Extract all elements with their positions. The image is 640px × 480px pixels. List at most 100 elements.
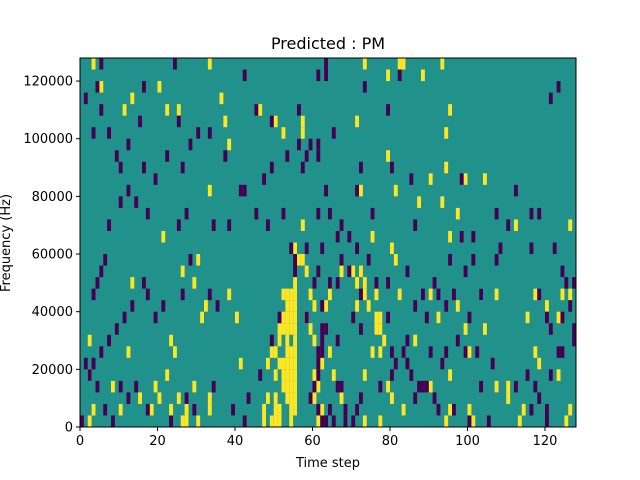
heatmap-cell-low	[192, 403, 197, 416]
heatmap-cell-high	[331, 369, 336, 381]
heatmap-cell-low	[355, 184, 359, 197]
heatmap-cell-low	[548, 323, 553, 335]
heatmap-cell-low	[320, 242, 325, 255]
heatmap-cell-high	[308, 288, 313, 301]
heatmap-cell-high	[378, 415, 383, 427]
heatmap-cell-high	[362, 415, 367, 427]
plot-frame	[79, 57, 577, 428]
heatmap-cell-high	[161, 230, 166, 243]
heatmap-cell-low	[335, 380, 340, 393]
heatmap-cell-low	[564, 277, 569, 289]
heatmap-cell-low	[359, 323, 363, 335]
heatmap-cell-high	[378, 346, 383, 358]
x-tick-label: 20	[149, 434, 166, 449]
heatmap-cell-low	[297, 138, 301, 151]
heatmap-cell-high	[397, 58, 402, 70]
heatmap-cell-low	[262, 173, 266, 185]
heatmap-cell-low	[444, 300, 449, 312]
heatmap-cell-low	[83, 357, 88, 370]
heatmap-cell-high	[289, 288, 294, 301]
heatmap-cell-low	[343, 403, 348, 416]
heatmap-cell-low	[316, 207, 321, 220]
heatmap-cell-high	[374, 323, 379, 335]
heatmap-cell-high	[285, 300, 290, 312]
heatmap-cell-low	[184, 392, 189, 404]
heatmap-cell-low	[475, 346, 480, 358]
heatmap-cell-low	[479, 380, 483, 393]
heatmap-cell-low	[529, 242, 534, 255]
heatmap-cell-low	[424, 311, 429, 324]
heatmap-cell-low	[91, 357, 96, 370]
heatmap-cell-low	[173, 58, 177, 70]
y-axis-label: Frequency (Hz)	[0, 194, 14, 292]
heatmap-cell-low	[91, 288, 96, 301]
heatmap-cell-low	[277, 311, 282, 324]
heatmap-cell-low	[568, 300, 573, 312]
chart-title: Predicted : PM	[271, 34, 385, 53]
heatmap-cell-high	[173, 346, 177, 358]
heatmap-cell-high	[273, 369, 278, 381]
heatmap-cell-high	[285, 357, 290, 370]
heatmap-cell-high	[362, 369, 367, 381]
heatmap-cell-high	[533, 288, 538, 301]
heatmap-cell-low	[316, 69, 321, 82]
heatmap-cell-high	[366, 300, 371, 312]
heatmap-cell-high	[312, 300, 317, 312]
heatmap-cell-high	[463, 173, 468, 185]
heatmap-cell-high	[316, 380, 321, 393]
heatmap-cell-low	[428, 346, 433, 358]
heatmap-cell-high	[130, 277, 135, 289]
heatmap-cell-high	[277, 403, 282, 416]
heatmap-cell-low	[405, 334, 410, 347]
heatmap-cell-low	[304, 150, 309, 162]
heatmap-cell-high	[207, 392, 212, 404]
heatmap-cell-low	[328, 403, 332, 416]
heatmap-cell-low	[111, 415, 115, 427]
y-tick-label: 80000	[32, 190, 73, 205]
heatmap-cell-high	[281, 323, 286, 335]
heatmap-cell-high	[328, 288, 332, 301]
heatmap-cell-low	[99, 265, 104, 278]
heatmap-cell-low	[180, 288, 185, 301]
heatmap-cell-high	[428, 380, 433, 393]
heatmap-cell-high	[289, 403, 294, 416]
heatmap-cell-low	[421, 288, 425, 301]
heatmap-cell-high	[180, 415, 185, 427]
heatmap-cell-high	[444, 161, 449, 174]
heatmap-cell-high	[397, 288, 402, 301]
heatmap-cell-high	[417, 196, 421, 208]
heatmap-cell-high	[320, 403, 325, 416]
heatmap-cell-low	[118, 380, 123, 393]
heatmap-cell-low	[130, 300, 135, 312]
heatmap-cell-high	[184, 415, 189, 427]
heatmap-cell-high	[165, 369, 170, 381]
heatmap-cell-high	[494, 288, 499, 301]
heatmap-cell-high	[285, 346, 290, 358]
heatmap-cell-low	[405, 357, 410, 370]
heatmap-cell-low	[320, 346, 325, 358]
heatmap-cell-low	[316, 369, 321, 381]
heatmap-cell-high	[281, 311, 286, 324]
heatmap-cell-high	[339, 392, 344, 404]
heatmap-cell-low	[107, 127, 111, 139]
heatmap-cell-low	[316, 138, 321, 151]
heatmap-cell-low	[95, 380, 100, 393]
heatmap-cell-high	[355, 277, 359, 289]
heatmap-cell-low	[238, 184, 243, 197]
heatmap-cell-low	[471, 254, 476, 266]
heatmap-cell-high	[91, 403, 96, 416]
heatmap-cell-low	[548, 92, 553, 105]
heatmap-cell-low	[289, 242, 294, 255]
heatmap-cell-low	[169, 415, 173, 427]
heatmap-cell-high	[390, 392, 394, 404]
heatmap-cell-high	[281, 369, 286, 381]
heatmap-cell-high	[273, 346, 278, 358]
heatmap-cell-high	[273, 415, 278, 427]
heatmap-cell-high	[370, 346, 375, 358]
heatmap-cell-low	[231, 403, 235, 416]
heatmap-cell-high	[393, 184, 398, 197]
heatmap-cell-high	[219, 92, 224, 105]
heatmap-cell-low	[436, 403, 441, 416]
heatmap-cell-low	[285, 150, 290, 162]
heatmap-cell-low	[556, 81, 561, 93]
